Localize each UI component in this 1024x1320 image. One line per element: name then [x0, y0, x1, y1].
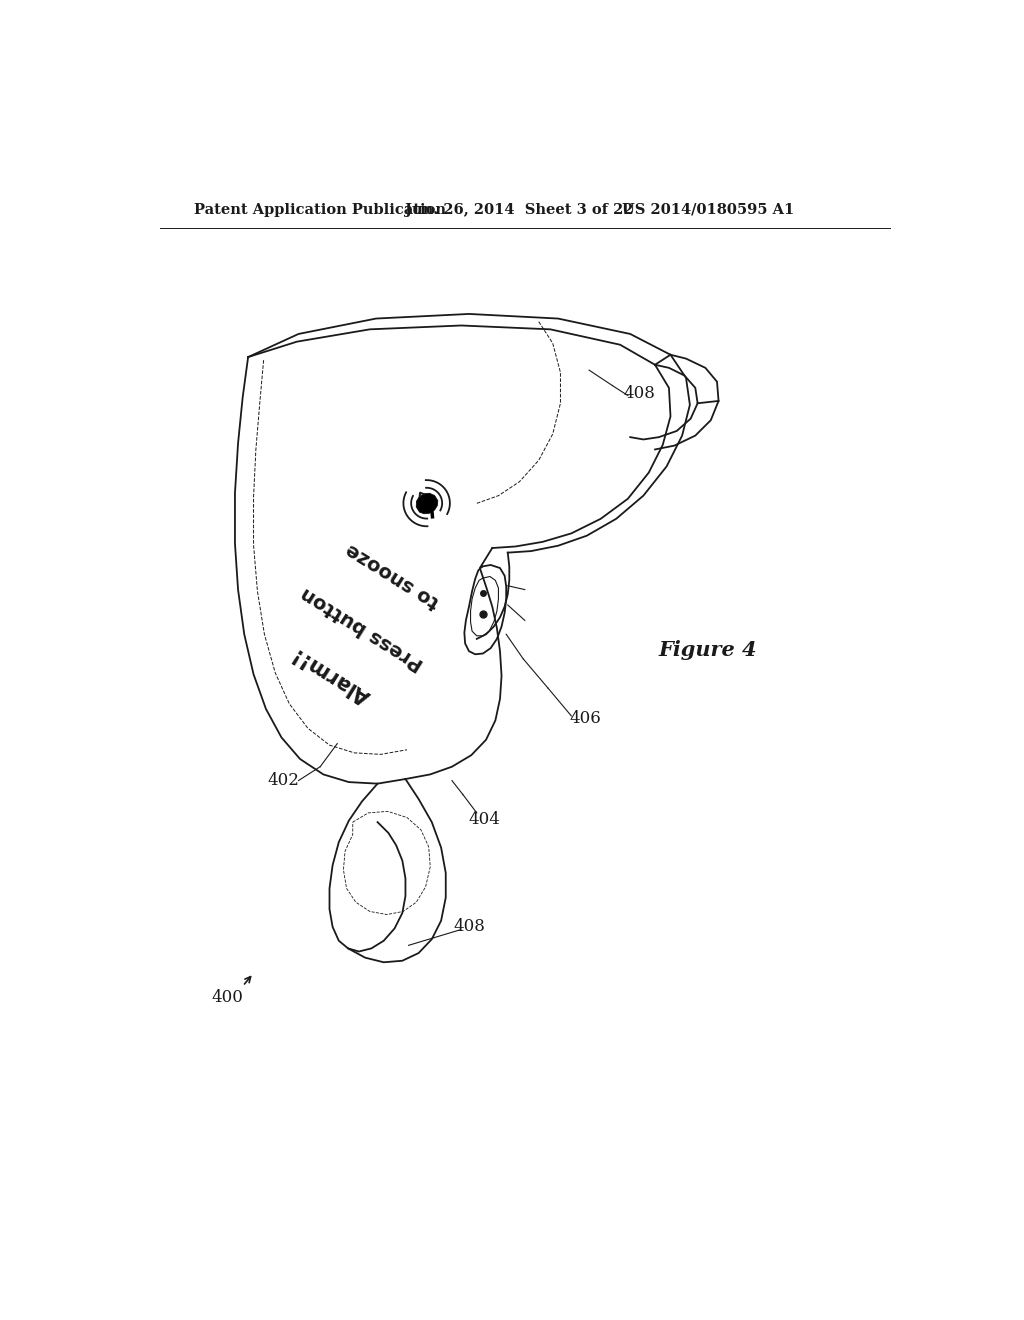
Text: Press button: Press button: [297, 582, 427, 673]
Text: to snooze: to snooze: [343, 540, 443, 612]
Text: US 2014/0180595 A1: US 2014/0180595 A1: [623, 203, 795, 216]
Text: 408: 408: [453, 919, 485, 936]
Text: Alarm!!: Alarm!!: [289, 643, 374, 706]
Text: Patent Application Publication: Patent Application Publication: [194, 203, 445, 216]
Text: Figure 4: Figure 4: [658, 640, 757, 660]
Text: 406: 406: [569, 710, 601, 727]
Text: 404: 404: [469, 810, 501, 828]
Text: Jun. 26, 2014  Sheet 3 of 22: Jun. 26, 2014 Sheet 3 of 22: [406, 203, 634, 216]
Text: 400: 400: [211, 989, 243, 1006]
Text: 408: 408: [624, 384, 655, 401]
Polygon shape: [416, 494, 438, 513]
Text: 402: 402: [267, 772, 299, 789]
